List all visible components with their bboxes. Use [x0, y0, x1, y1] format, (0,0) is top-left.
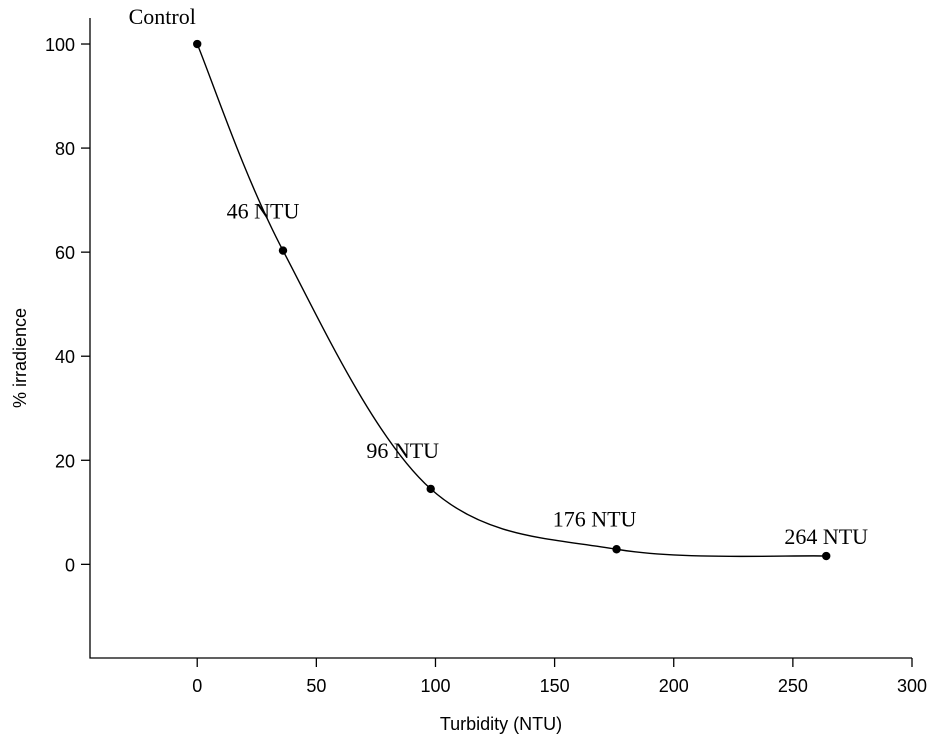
- data-point: [193, 39, 202, 49]
- axes: [89, 18, 912, 659]
- data-point: [278, 246, 288, 255]
- x-tick-label: 200: [659, 676, 689, 696]
- x-tick-label: 50: [306, 676, 326, 696]
- data-point: [426, 484, 435, 494]
- point-label: 46 NTU: [227, 199, 300, 224]
- point-label: Control: [129, 4, 196, 29]
- y-axis-ticks: 0 20 40 60 80 100: [45, 35, 90, 575]
- y-tick-label: 0: [65, 555, 75, 575]
- y-axis-title: % irradience: [10, 308, 30, 408]
- y-tick-label: 80: [55, 139, 75, 159]
- y-tick-label: 40: [55, 347, 75, 367]
- point-label: 96 NTU: [366, 438, 439, 463]
- y-tick-label: 20: [55, 451, 75, 471]
- y-tick-label: 100: [45, 35, 75, 55]
- x-tick-label: 100: [420, 676, 450, 696]
- series-curve: [196, 43, 827, 558]
- data-point: [612, 545, 621, 554]
- y-tick-label: 60: [55, 243, 75, 263]
- data-points: [193, 39, 831, 561]
- x-tick-label: 250: [778, 676, 808, 696]
- point-label: 176 NTU: [553, 506, 637, 531]
- point-label: 264 NTU: [784, 524, 868, 549]
- x-axis-title: Turbidity (NTU): [440, 714, 562, 734]
- point-labels: Control 46 NTU 96 NTU 176 NTU 264 NTU: [129, 4, 869, 549]
- data-point: [822, 551, 831, 561]
- x-axis-ticks: 0 50 100 150 200 250 300: [192, 658, 927, 696]
- x-tick-label: 150: [540, 676, 570, 696]
- x-tick-label: 300: [897, 676, 927, 696]
- x-tick-label: 0: [192, 676, 202, 696]
- axis-lines: [89, 18, 912, 659]
